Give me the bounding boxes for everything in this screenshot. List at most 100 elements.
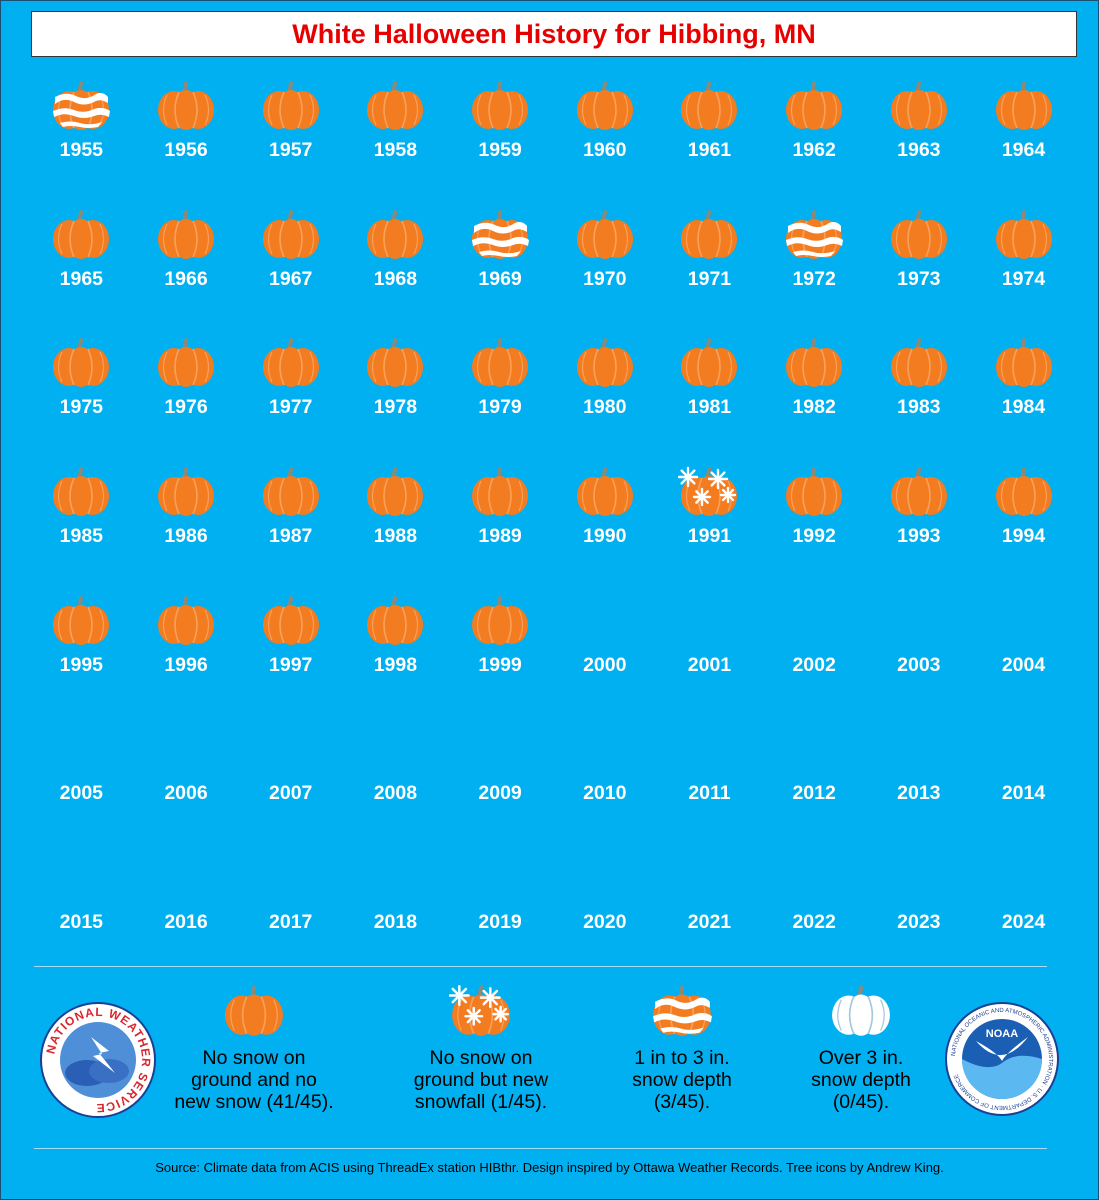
year-label: 2005 — [59, 782, 104, 805]
year-label: 2017 — [269, 911, 313, 934]
year-cell: 1989 — [448, 465, 553, 594]
year-label: 1990 — [583, 525, 627, 548]
year-cell: 1964 — [971, 79, 1076, 208]
year-cell: 2004 — [971, 594, 1076, 723]
year-label: 2000 — [583, 653, 627, 676]
year-cell: 1999 — [448, 594, 553, 723]
year-label: 1967 — [269, 267, 313, 290]
year-label: 1964 — [1001, 139, 1046, 161]
snow-striped-pumpkin-icon — [650, 983, 714, 1039]
year-cell: 1967 — [238, 208, 343, 337]
year-label: 1993 — [897, 525, 941, 548]
year-label: 1989 — [478, 525, 522, 548]
year-cell: 1959 — [448, 79, 553, 208]
year-label: 2008 — [373, 782, 418, 805]
plain-pumpkin-icon — [155, 79, 217, 131]
year-cell: 1960 — [552, 79, 657, 208]
year-label: 1976 — [164, 396, 208, 419]
year-cell: 2021 — [657, 851, 762, 980]
source-note: Source: Climate data from ACIS using Thr… — [155, 1160, 944, 1175]
year-label: 1985 — [59, 525, 104, 548]
year-cell: 1956 — [134, 79, 239, 208]
year-label: 1983 — [897, 396, 941, 419]
year-label: 1999 — [478, 653, 522, 676]
year-label: 1991 — [687, 525, 732, 548]
year-label: 2015 — [59, 911, 104, 934]
year-cell: 1997 — [238, 594, 343, 723]
year-label: 1986 — [164, 525, 208, 548]
year-cell: 2009 — [448, 722, 553, 851]
plain-pumpkin-icon — [783, 79, 845, 131]
year-label: 1981 — [687, 396, 732, 419]
plain-pumpkin-icon — [50, 336, 112, 388]
year-label: 1963 — [897, 139, 941, 161]
year-cell: 1975 — [29, 336, 134, 465]
year-label: 2007 — [269, 782, 313, 805]
year-cell: 1970 — [552, 208, 657, 337]
plain-pumpkin-icon — [888, 465, 950, 517]
year-label: 1955 — [59, 139, 104, 161]
year-cell: 1961 — [657, 79, 762, 208]
year-label: 1998 — [373, 653, 418, 676]
plain-pumpkin-icon — [469, 79, 531, 131]
year-cell: 2011 — [657, 722, 762, 851]
plain-pumpkin-icon — [155, 465, 217, 517]
year-label: 2004 — [1001, 653, 1046, 676]
year-label: 1997 — [269, 653, 313, 676]
snowflake-pumpkin-icon — [448, 983, 513, 1039]
year-cell: 1969 — [448, 208, 553, 337]
year-label: 2024 — [1001, 911, 1046, 934]
plain-pumpkin-icon — [222, 983, 286, 1039]
year-cell: 2010 — [552, 722, 657, 851]
snow-striped-pumpkin-icon — [50, 79, 112, 131]
plain-pumpkin-icon — [364, 208, 426, 260]
plain-pumpkin-icon — [678, 208, 740, 260]
year-cell: 1978 — [343, 336, 448, 465]
plain-pumpkin-icon — [574, 336, 636, 388]
legend-text: 1 in to 3 in. snow depth (3/45). — [632, 1047, 732, 1113]
legend-item: 1 in to 3 in. snow depth (3/45). — [587, 983, 777, 1113]
year-label: 2014 — [1001, 782, 1046, 805]
divider-bottom — [34, 1148, 1047, 1149]
year-cell: 1986 — [134, 465, 239, 594]
legend-item: Over 3 in. snow depth (0/45). — [766, 983, 956, 1113]
year-cell: 1992 — [762, 465, 867, 594]
nws-logo-icon: NATIONAL WEATHER SERVICE — [40, 1002, 156, 1118]
year-label: 1970 — [583, 267, 627, 290]
year-label: 1974 — [1001, 267, 1046, 290]
year-label: 1962 — [792, 139, 836, 161]
legend-item: No snow on ground and no new snow (41/45… — [159, 983, 349, 1113]
year-cell: 1963 — [867, 79, 972, 208]
year-label: 1994 — [1001, 525, 1046, 548]
year-label: 1984 — [1001, 396, 1046, 419]
snow-striped-pumpkin-icon — [469, 208, 531, 260]
year-cell: 1976 — [134, 336, 239, 465]
year-cell: 1987 — [238, 465, 343, 594]
year-label: 2023 — [897, 911, 941, 934]
year-label: 1975 — [59, 396, 104, 419]
year-label: 1995 — [59, 653, 104, 676]
year-label: 1977 — [269, 396, 313, 419]
plain-pumpkin-icon — [155, 336, 217, 388]
year-label: 1992 — [792, 525, 836, 548]
year-label: 2012 — [792, 782, 836, 805]
plain-pumpkin-icon — [469, 594, 531, 646]
noaa-logo-label: NOAA — [986, 1028, 1018, 1040]
year-cell: 2018 — [343, 851, 448, 980]
year-cell: 1957 — [238, 79, 343, 208]
year-cell: 1993 — [867, 465, 972, 594]
year-cell: 1980 — [552, 336, 657, 465]
year-cell: 1977 — [238, 336, 343, 465]
plain-pumpkin-icon — [364, 336, 426, 388]
plain-pumpkin-icon — [993, 336, 1055, 388]
year-cell: 2023 — [867, 851, 972, 980]
title-box: White Halloween History for Hibbing, MN — [31, 11, 1077, 57]
year-label: 1966 — [164, 267, 208, 290]
year-label: 1958 — [373, 139, 418, 161]
plain-pumpkin-icon — [993, 208, 1055, 260]
year-label: 1960 — [583, 139, 627, 161]
plain-pumpkin-icon — [364, 594, 426, 646]
plain-pumpkin-icon — [993, 79, 1055, 131]
year-cell: 2007 — [238, 722, 343, 851]
year-cell: 2003 — [867, 594, 972, 723]
